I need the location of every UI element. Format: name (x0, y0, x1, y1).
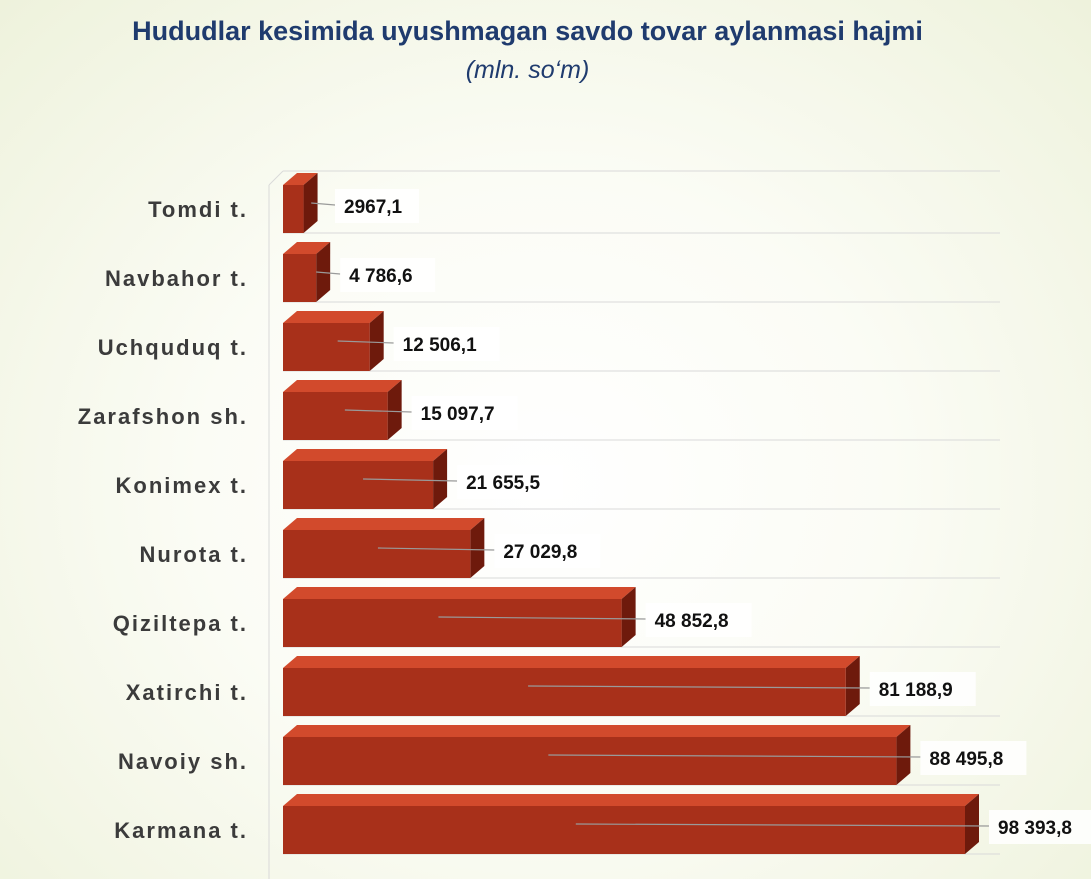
bar (283, 806, 965, 854)
category-label: Uchquduq t. (98, 335, 248, 360)
value-label: 81 188,9 (879, 680, 953, 701)
bar-side (470, 518, 485, 578)
leader-line (363, 478, 458, 482)
value-label-box (494, 534, 601, 568)
bar (283, 392, 388, 440)
bar-side (303, 173, 318, 233)
value-label: 12 506,1 (403, 335, 477, 356)
bar (283, 323, 370, 371)
chart-title: Hududlar kesimida uyushmagan savdo tovar… (132, 16, 923, 46)
bar-top (283, 725, 911, 737)
category-label: Konimex t. (116, 473, 248, 498)
leader-line (311, 202, 336, 206)
value-label: 2967,1 (344, 197, 403, 218)
value-label: 98 393,8 (998, 818, 1072, 839)
chart-subtitle: (mln. so‘m) (465, 56, 590, 84)
bar-side (387, 380, 402, 440)
value-label-box (335, 189, 419, 223)
leader-line (548, 754, 921, 758)
value-label-box (869, 672, 976, 706)
value-label: 27 029,8 (503, 542, 577, 563)
bar-side (965, 794, 979, 854)
value-label-box (920, 741, 1027, 775)
bar (283, 185, 304, 233)
value-label-box (411, 396, 518, 430)
labels-layer: Tomdi t. 2967,1 Navbahor t. 4 786,6 Uchquduq… (78, 189, 1091, 844)
bar-top (283, 242, 331, 254)
bar (283, 461, 434, 509)
category-label: Nurota t. (140, 542, 248, 567)
value-label: 88 495,8 (929, 749, 1003, 770)
value-label: 48 852,8 (655, 611, 729, 632)
bar-top (283, 311, 384, 323)
bar-top (283, 518, 485, 530)
bar-top (283, 794, 979, 806)
category-label: Qiziltepa t. (113, 611, 248, 636)
bar-top (283, 173, 318, 185)
bar (283, 599, 622, 647)
leader-line (316, 271, 341, 275)
bar-side (845, 656, 860, 716)
value-label: 4 786,6 (349, 266, 412, 287)
bar (283, 737, 897, 785)
category-label: Zarafshon sh. (78, 404, 248, 429)
leader-line (337, 340, 394, 344)
bar (283, 254, 317, 302)
value-label-box (989, 810, 1091, 844)
bar (283, 668, 846, 716)
leader-line (438, 616, 646, 620)
bar-side (621, 587, 636, 647)
bar-top (283, 380, 402, 392)
bar (283, 530, 471, 578)
category-label: Tomdi t. (148, 197, 248, 222)
value-label-box (645, 603, 752, 637)
category-label: Xatirchi t. (126, 680, 248, 705)
bar-side (896, 725, 911, 785)
leader-line (377, 547, 495, 551)
leader-line (575, 823, 990, 827)
bar-side (369, 311, 384, 371)
bars-layer (283, 173, 990, 854)
category-label: Navoiy sh. (118, 749, 248, 774)
value-label: 21 655,5 (466, 473, 540, 494)
value-label-box (393, 327, 500, 361)
value-label-box (457, 465, 564, 499)
category-label: Karmana t. (114, 818, 248, 843)
category-label: Navbahor t. (105, 266, 248, 291)
bar-top (283, 587, 636, 599)
leader-line (344, 409, 412, 413)
axis-depth-line (268, 170, 284, 186)
bar-side (433, 449, 448, 509)
leader-line (528, 685, 870, 689)
bar-top (283, 656, 860, 668)
value-label: 15 097,7 (421, 404, 495, 425)
bar-top (283, 449, 448, 461)
value-label-box (340, 258, 436, 292)
